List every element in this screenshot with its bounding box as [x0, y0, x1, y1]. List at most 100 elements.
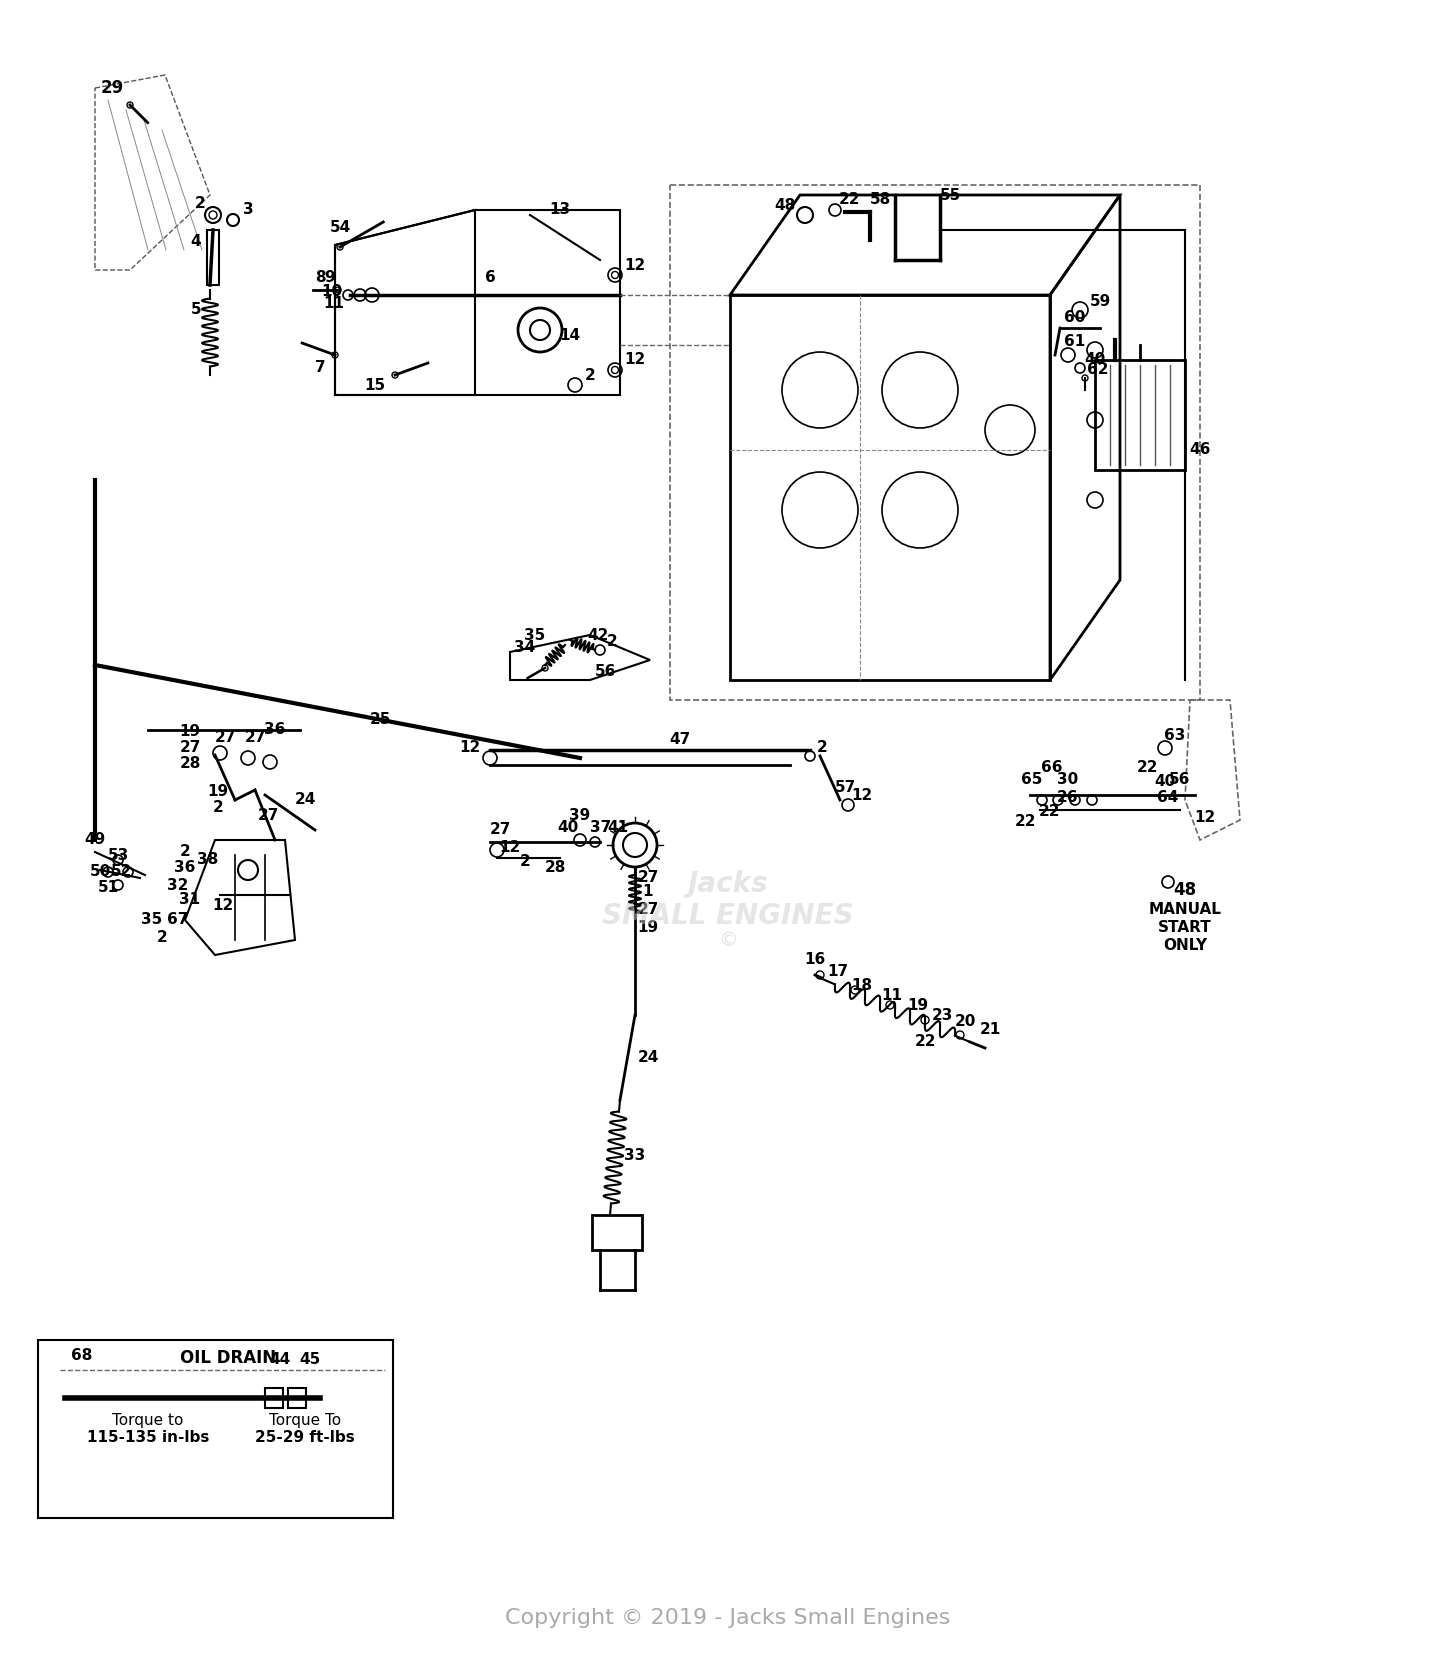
Text: 40: 40	[1154, 775, 1176, 790]
Text: 12: 12	[1195, 810, 1215, 825]
Text: Torque To: Torque To	[269, 1412, 340, 1427]
Text: 27: 27	[179, 740, 201, 755]
Text: Copyright © 2019 - Jacks Small Engines: Copyright © 2019 - Jacks Small Engines	[505, 1608, 950, 1628]
Text: 39: 39	[569, 808, 591, 823]
Text: 6: 6	[485, 271, 495, 286]
Text: 22: 22	[914, 1034, 936, 1049]
Text: 10: 10	[322, 283, 342, 298]
Text: 24: 24	[637, 1051, 659, 1066]
Text: 66: 66	[1042, 760, 1062, 775]
Text: 44: 44	[269, 1352, 291, 1367]
Text: 56: 56	[594, 665, 615, 680]
Text: 57: 57	[834, 780, 856, 795]
Text: MANUAL: MANUAL	[1148, 903, 1221, 918]
Text: 49: 49	[84, 833, 106, 848]
Text: 31: 31	[179, 893, 201, 908]
Text: 32: 32	[167, 878, 189, 893]
Text: 46: 46	[1189, 442, 1211, 457]
Text: ©: ©	[719, 931, 738, 950]
Text: START: START	[1158, 921, 1212, 936]
Text: 27: 27	[637, 870, 659, 885]
Text: 25-29 ft-lbs: 25-29 ft-lbs	[255, 1430, 355, 1445]
Text: 51: 51	[97, 880, 118, 895]
Text: 29: 29	[100, 80, 124, 96]
Text: 19: 19	[908, 998, 928, 1013]
Bar	[38, 1340, 393, 1518]
Text: 47: 47	[669, 732, 691, 747]
Text: 36: 36	[175, 860, 195, 875]
Text: 60: 60	[1064, 311, 1085, 326]
Text: 27: 27	[244, 730, 266, 745]
Text: 13: 13	[550, 203, 570, 218]
Text: 53: 53	[108, 848, 128, 863]
Text: 17: 17	[828, 965, 848, 980]
Text: 45: 45	[300, 1352, 320, 1367]
Text: 23: 23	[931, 1008, 953, 1023]
Text: 19: 19	[208, 785, 228, 800]
Text: 25: 25	[370, 712, 391, 727]
Text: 20: 20	[954, 1014, 976, 1029]
Text: Jacks
SMALL ENGINES: Jacks SMALL ENGINES	[602, 870, 854, 930]
Bar	[1096, 359, 1184, 471]
Text: 2: 2	[212, 800, 224, 815]
Text: 62: 62	[1087, 363, 1109, 378]
Text: 1: 1	[643, 885, 653, 900]
Text: 54: 54	[329, 221, 351, 236]
Text: 35: 35	[524, 627, 546, 642]
Text: 27: 27	[258, 808, 279, 823]
Bar	[288, 1389, 306, 1409]
Text: 5: 5	[191, 303, 201, 318]
Text: 21: 21	[979, 1023, 1001, 1038]
Text: 8: 8	[314, 271, 326, 286]
Text: 3: 3	[243, 203, 253, 218]
Text: Torque to: Torque to	[112, 1412, 183, 1427]
Text: 37: 37	[591, 820, 611, 835]
Text: 48: 48	[774, 198, 796, 213]
Text: 68: 68	[71, 1347, 93, 1362]
Bar	[207, 229, 220, 284]
Text: 12: 12	[212, 898, 234, 913]
Text: 14: 14	[559, 328, 581, 343]
Text: 28: 28	[544, 860, 566, 875]
Text: 18: 18	[851, 978, 873, 993]
Text: 24: 24	[294, 793, 316, 808]
Text: 52: 52	[112, 865, 132, 880]
Text: 7: 7	[314, 361, 326, 376]
Text: 12: 12	[851, 788, 873, 803]
Text: 27: 27	[637, 903, 659, 918]
Text: 55: 55	[940, 188, 960, 203]
Text: 40: 40	[557, 820, 579, 835]
Text: 22: 22	[1014, 815, 1036, 830]
Text: 9: 9	[324, 271, 335, 286]
Text: 59: 59	[1090, 294, 1110, 309]
Text: 67: 67	[167, 913, 189, 928]
Text: 115-135 in-lbs: 115-135 in-lbs	[87, 1430, 210, 1445]
Text: 12: 12	[499, 840, 521, 855]
Bar	[265, 1389, 284, 1409]
Text: 36: 36	[265, 722, 285, 737]
Text: 40: 40	[1084, 353, 1106, 368]
Text: OIL DRAIN: OIL DRAIN	[180, 1349, 276, 1367]
Text: ONLY: ONLY	[1163, 938, 1208, 953]
Text: 27: 27	[214, 730, 236, 745]
Text: 65: 65	[1021, 773, 1043, 788]
Text: 12: 12	[624, 258, 646, 273]
Text: 56: 56	[1170, 773, 1190, 788]
Text: 42: 42	[588, 627, 608, 642]
Text: 58: 58	[870, 193, 890, 208]
Text: 12: 12	[624, 353, 646, 368]
Text: 48: 48	[1173, 881, 1196, 900]
Text: 27: 27	[489, 823, 511, 838]
Text: 4: 4	[191, 234, 201, 249]
Text: 11: 11	[882, 988, 902, 1003]
Text: 11: 11	[323, 296, 345, 311]
Text: 19: 19	[637, 921, 659, 936]
Text: 64: 64	[1157, 790, 1179, 805]
Text: 30: 30	[1058, 773, 1078, 788]
Bar	[592, 1216, 642, 1251]
Text: 2: 2	[195, 196, 205, 211]
Text: 41: 41	[607, 820, 629, 835]
Text: 35: 35	[141, 913, 163, 928]
Text: 2: 2	[179, 845, 191, 860]
Text: 22: 22	[1039, 805, 1061, 820]
